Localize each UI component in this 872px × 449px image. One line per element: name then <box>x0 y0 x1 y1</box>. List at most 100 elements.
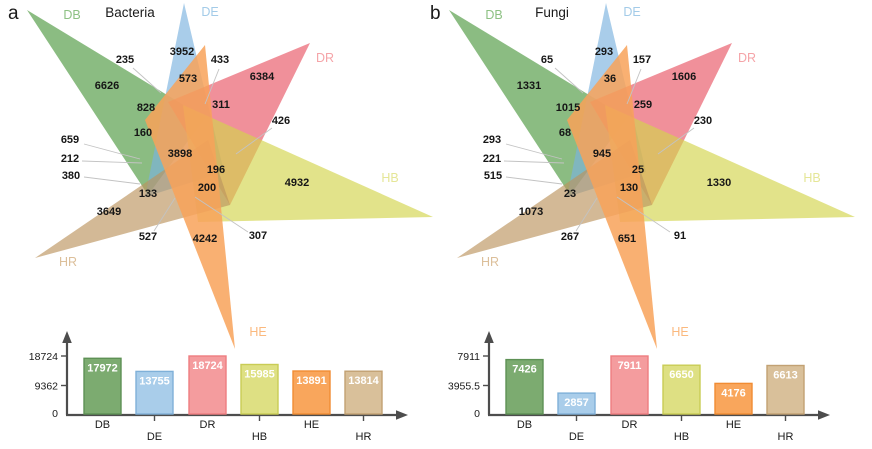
venn-region-label: 1331 <box>517 80 541 92</box>
x-category-label: HE <box>726 419 741 431</box>
bar-value-label: 13814 <box>348 375 379 387</box>
y-tick-label: 9362 <box>35 381 59 393</box>
leader-line <box>83 176 141 185</box>
leader-line <box>194 196 249 233</box>
leader-line <box>204 68 220 105</box>
venn-set-dr-triangle <box>590 43 732 205</box>
y-tick-label: 3955.5 <box>448 381 480 393</box>
venn-region-label: 659 <box>61 134 79 146</box>
x-category-label: HB <box>252 431 267 443</box>
venn-region-label: 828 <box>137 102 155 114</box>
set-label-he: HE <box>671 325 688 339</box>
x-axis-arrow <box>818 410 830 420</box>
bar-de <box>135 370 174 415</box>
set-label-he: HE <box>249 325 266 339</box>
venn-region-label: 380 <box>62 170 80 182</box>
venn-region-label: 133 <box>139 188 157 200</box>
bar-value-label: 17972 <box>87 362 118 374</box>
venn-region-label: 68 <box>559 127 571 139</box>
x-category-label: DE <box>569 431 584 443</box>
bar-hb <box>662 364 701 415</box>
x-category-label: HE <box>304 419 319 431</box>
y-axis-arrow <box>484 331 494 343</box>
bar-value-label: 7911 <box>618 360 642 372</box>
venn-region-label: 235 <box>116 54 134 66</box>
leader-line <box>503 160 565 164</box>
venn-region-label: 4242 <box>193 233 217 245</box>
venn-region-label: 293 <box>483 134 501 146</box>
leader-line <box>575 197 598 232</box>
leader-line <box>153 197 176 232</box>
x-category-label: DB <box>95 419 110 431</box>
bar-dr <box>610 355 649 415</box>
leader-line <box>616 196 671 233</box>
venn-region-label: 23 <box>564 188 576 200</box>
panel-letter: a <box>8 3 19 24</box>
venn-region-label: 1073 <box>519 206 543 218</box>
panel-letter: b <box>430 3 441 24</box>
set-label-hb: HB <box>803 171 820 185</box>
venn-region-label: 3898 <box>168 148 192 160</box>
venn-region-label: 4932 <box>285 177 309 189</box>
bar-hr <box>766 364 805 415</box>
venn-region-label: 91 <box>674 230 686 242</box>
x-category-label: DE <box>147 431 162 443</box>
venn-title: Fungi <box>535 5 569 20</box>
y-tick-label: 0 <box>52 408 58 420</box>
venn-region-label: 293 <box>595 46 613 58</box>
x-category-label: HB <box>674 431 689 443</box>
venn-region-label: 1330 <box>707 177 731 189</box>
leader-line <box>81 160 143 164</box>
x-category-label: DR <box>200 419 216 431</box>
venn-region-label: 515 <box>484 170 502 182</box>
bar-value-label: 4176 <box>721 387 745 399</box>
y-tick-label: 18724 <box>29 351 58 363</box>
bar-value-label: 13755 <box>139 375 170 387</box>
venn-region-label: 157 <box>633 54 651 66</box>
venn-region-label: 212 <box>61 153 79 165</box>
bar-hb <box>240 363 279 415</box>
y-tick-label: 0 <box>474 408 480 420</box>
venn-region-label: 200 <box>198 182 216 194</box>
venn-region-label: 651 <box>618 233 636 245</box>
venn-region-label: 6384 <box>250 71 275 83</box>
panel-a: a Bacteria DB DE DR HB HE HR 235 3952 43… <box>8 3 433 443</box>
venn-region-label: 1015 <box>556 102 580 114</box>
set-label-de: DE <box>623 5 640 19</box>
venn-set-hb-triangle <box>183 105 433 222</box>
venn-region-label: 65 <box>541 54 553 66</box>
venn-region-label: 307 <box>249 230 267 242</box>
leader-line <box>505 176 563 185</box>
bar-value-label: 6650 <box>669 369 693 381</box>
set-label-dr: DR <box>738 51 756 65</box>
bar-chart: 18724 9362 0 17972 13755 18724 15985 138… <box>29 331 408 443</box>
venn-region-label: 25 <box>632 164 644 176</box>
x-axis-arrow <box>396 410 408 420</box>
leader-line <box>235 127 273 155</box>
x-category-label: HR <box>356 431 372 443</box>
venn-region-label: 426 <box>272 115 290 127</box>
leader-line <box>83 143 141 160</box>
x-category-label: DR <box>622 419 638 431</box>
panel-b: b Fungi DB DE DR HB HE HR 65 293 157 133… <box>430 3 855 443</box>
bar-value-label: 6613 <box>773 370 797 382</box>
bar-db <box>505 358 544 415</box>
venn-region-label: 527 <box>139 231 157 243</box>
bar-db <box>83 357 122 415</box>
leader-line <box>505 143 563 160</box>
set-label-hb: HB <box>381 171 398 185</box>
bar-value-label: 15985 <box>244 369 275 381</box>
venn-region-label: 196 <box>207 164 225 176</box>
venn-set-he-triangle <box>145 45 235 349</box>
leader-line <box>132 67 162 94</box>
x-category-label: HR <box>778 431 794 443</box>
bar-dr <box>188 355 227 415</box>
x-category-label: DB <box>517 419 532 431</box>
venn-region-label: 945 <box>593 148 611 160</box>
leader-line <box>554 67 584 94</box>
bar-he <box>292 370 331 415</box>
venn-region-label: 259 <box>634 99 652 111</box>
venn-region-label: 3649 <box>97 206 121 218</box>
venn-region-label: 130 <box>620 182 638 194</box>
venn-region-label: 1606 <box>672 71 696 83</box>
